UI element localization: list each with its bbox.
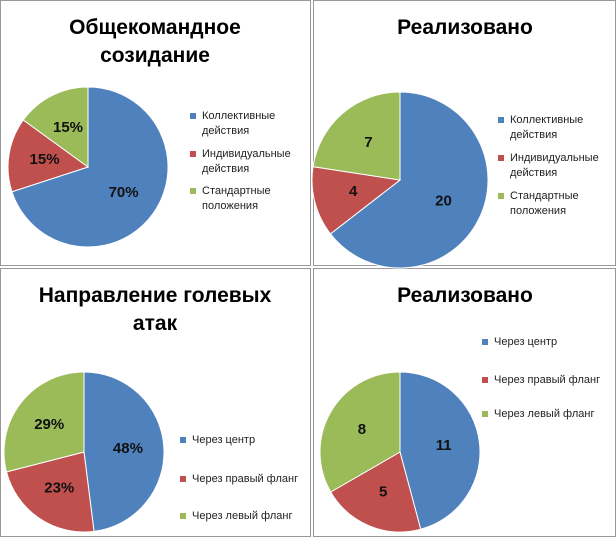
legend-label: Через центр [494,336,558,348]
legend-swatch [180,437,186,443]
legend-label: Через левый фланг [494,408,595,420]
legend-entry: Через центр [482,335,616,350]
pie-slice [329,91,489,269]
data-label: 11 [436,437,452,454]
pie-slice [11,86,169,248]
data-label: 4 [349,183,358,200]
legend-entry: Индивидуальные действия [498,151,616,181]
legend-entry: Через центр [180,433,322,448]
legend-label: Через правый фланг [494,374,601,386]
chart-title: Общекомандное созидание [69,16,241,67]
legend-entry: Стандартные положения [498,189,616,219]
legend-swatch [482,339,488,345]
pie-slice [311,166,402,235]
legend-label: Стандартные положения [202,185,271,212]
data-label: 20 [435,192,452,209]
legend-swatch [190,113,196,119]
legend-entry: Индивидуальные действия [190,147,317,177]
legend-label: Коллективные действия [510,114,584,141]
legend-entry: Коллективные действия [498,113,616,143]
panel-border [0,0,311,266]
pie-slice [399,371,481,530]
data-label: 8 [358,421,366,438]
pie-slice [5,451,95,533]
legend-label: Через центр [192,434,256,446]
data-label: 23% [44,479,74,496]
pie-slice [7,119,90,193]
legend-swatch [482,377,488,383]
legend-swatch [190,188,196,194]
legend-swatch [498,117,504,123]
legend-entry: Через левый фланг [482,407,616,422]
legend-label: Индивидуальные действия [510,152,599,179]
legend-label: Индивидуальные действия [202,148,291,175]
chart-title: Реализовано [397,16,533,39]
legend-entry: Через правый фланг [482,373,616,388]
data-label: 70% [109,184,139,201]
legend-swatch [180,513,186,519]
pie-slice [330,451,422,533]
legend-swatch [498,193,504,199]
data-label: 15% [53,119,83,136]
pie-slice [3,371,85,473]
legend-label: Через правый фланг [192,473,299,485]
legend-label: Стандартные положения [510,190,579,217]
legend-swatch [482,411,488,417]
pie-slice [312,91,401,181]
data-label: 7 [364,134,372,151]
data-label: 15% [30,151,60,168]
legend-entry: Через правый фланг [180,472,322,487]
pie-slice [83,371,165,532]
data-label: 48% [113,440,143,457]
chart-title: Направление голевых атак [38,284,272,335]
legend-swatch [190,151,196,157]
legend-entry: Коллективные действия [190,109,317,139]
legend-entry: Через левый фланг [180,509,322,524]
legend-label: Коллективные действия [202,110,276,137]
data-label: 5 [379,484,387,501]
legend-label: Через левый фланг [192,510,293,522]
data-label: 29% [34,416,64,433]
pie-slice [22,86,89,168]
legend-swatch [180,476,186,482]
chart-title: Реализовано [397,284,533,307]
pie-slice [319,371,401,493]
legend-entry: Стандартные положения [190,184,317,214]
legend-swatch [498,155,504,161]
